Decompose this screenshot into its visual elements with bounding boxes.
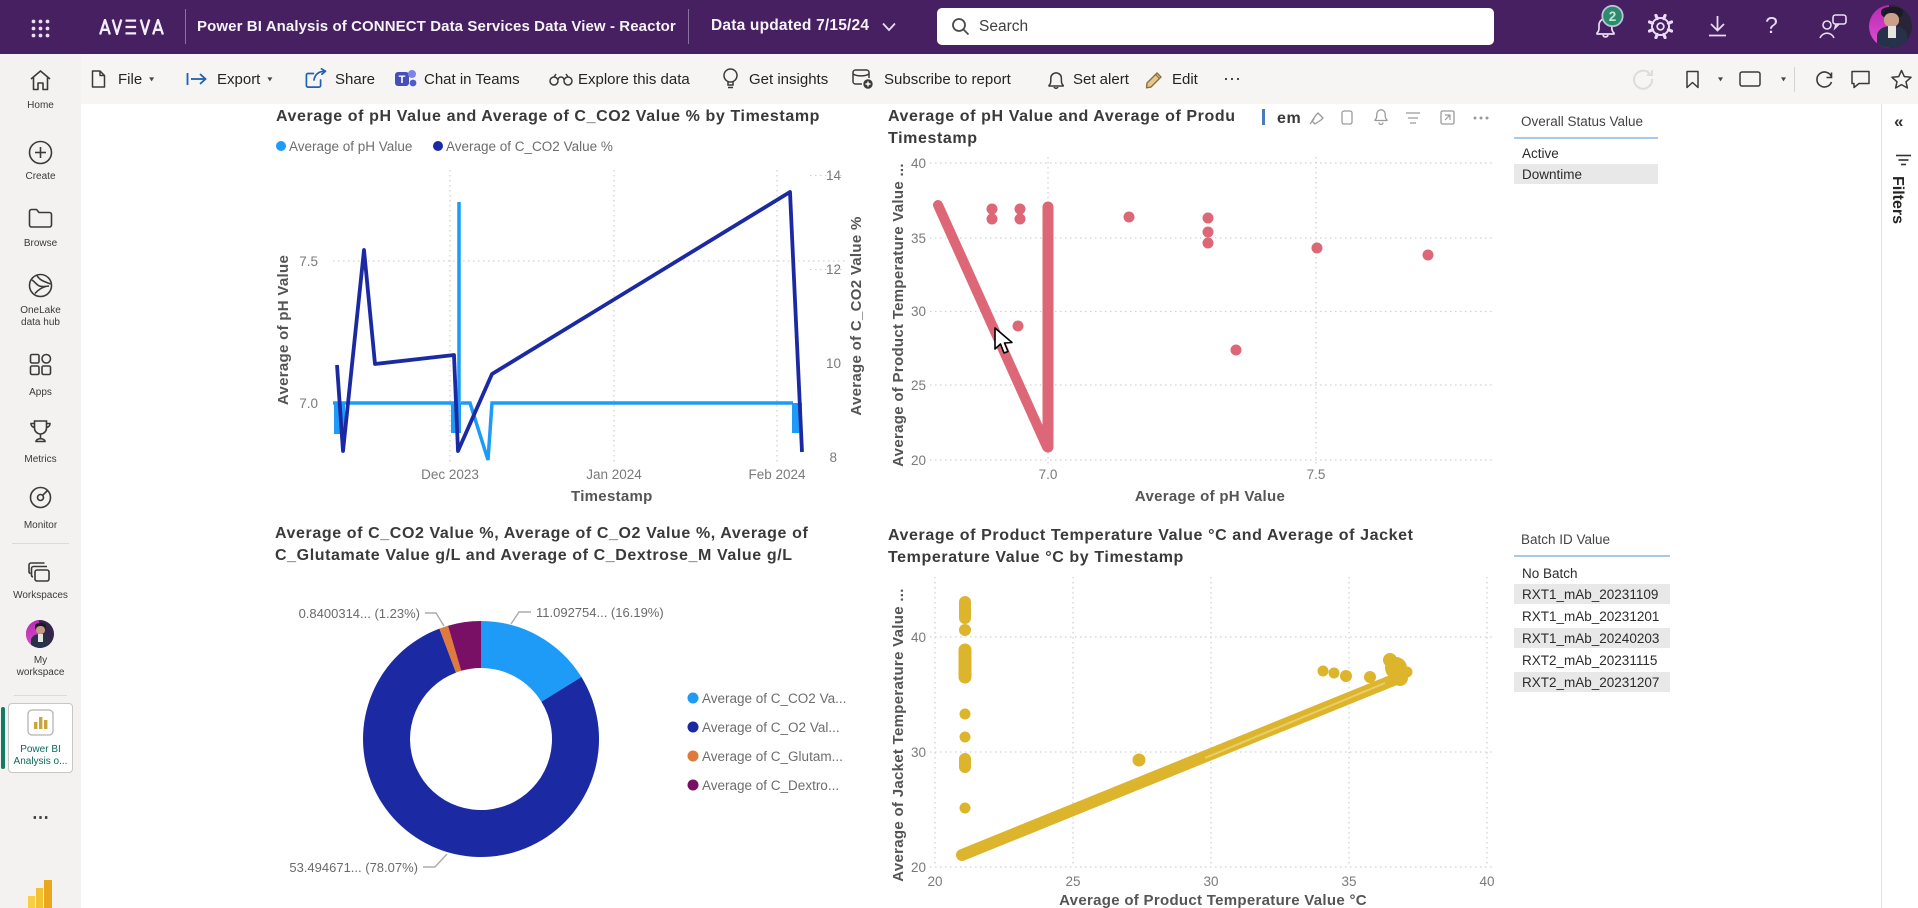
svg-text:12: 12 xyxy=(826,262,841,277)
svg-text:40: 40 xyxy=(911,630,926,645)
svg-text:Timestamp: Timestamp xyxy=(888,130,978,147)
svg-text:Average of C_CO2 Value %: Average of C_CO2 Value % xyxy=(446,139,613,154)
svg-text:40: 40 xyxy=(1479,874,1494,889)
svg-text:7.5: 7.5 xyxy=(1307,467,1326,482)
svg-text:53.494671... (78.07%): 53.494671... (78.07%) xyxy=(289,860,418,875)
svg-text:T: T xyxy=(399,74,406,86)
svg-text:Average of C_Glutam...: Average of C_Glutam... xyxy=(702,749,843,764)
svg-text:Average of pH Value: Average of pH Value xyxy=(289,139,412,154)
svg-text:40: 40 xyxy=(911,156,926,171)
svg-text:Average of Product Temperature: Average of Product Temperature Value °C … xyxy=(888,527,1414,544)
svg-text:C_Glutamate Value g/L and Aver: C_Glutamate Value g/L and Average of C_D… xyxy=(275,547,793,564)
svg-text:Timestamp: Timestamp xyxy=(571,488,653,505)
svg-text:25: 25 xyxy=(1065,874,1080,889)
svg-text:Average of C_CO2 Va...: Average of C_CO2 Va... xyxy=(702,691,846,706)
svg-text:em: em xyxy=(1277,110,1301,127)
svg-text:Feb 2024: Feb 2024 xyxy=(748,467,806,482)
svg-text:Average of pH Value and Averag: Average of pH Value and Average of C_CO2… xyxy=(276,108,820,125)
svg-text:Jan 2024: Jan 2024 xyxy=(586,467,642,482)
svg-text:14: 14 xyxy=(826,168,842,183)
svg-text:Average of C_CO2 Value %: Average of C_CO2 Value % xyxy=(848,216,865,415)
svg-text:Average of pH Value and Averag: Average of pH Value and Average of Produ xyxy=(888,108,1236,125)
svg-text:30: 30 xyxy=(911,304,926,319)
svg-text:35: 35 xyxy=(911,231,926,246)
svg-text:10: 10 xyxy=(826,356,841,371)
svg-text:Average of C_CO2 Value %, Aver: Average of C_CO2 Value %, Average of C_O… xyxy=(275,525,808,542)
svg-text:7.5: 7.5 xyxy=(299,254,318,269)
svg-text:0.8400314... (1.23%): 0.8400314... (1.23%) xyxy=(299,606,420,621)
svg-text:7.0: 7.0 xyxy=(299,396,318,411)
svg-text:8: 8 xyxy=(829,450,837,465)
svg-text:25: 25 xyxy=(911,378,926,393)
svg-text:30: 30 xyxy=(1203,874,1218,889)
svg-text:11.092754... (16.19%): 11.092754... (16.19%) xyxy=(536,605,664,620)
svg-text:Dec 2023: Dec 2023 xyxy=(421,467,479,482)
svg-text:7.0: 7.0 xyxy=(1039,467,1058,482)
svg-text:2: 2 xyxy=(1609,9,1617,24)
svg-text:Average of C_Dextro...: Average of C_Dextro... xyxy=(702,778,839,793)
svg-text:30: 30 xyxy=(911,745,926,760)
svg-text:Temperature Value °C by Timest: Temperature Value °C by Timestamp xyxy=(888,549,1184,566)
svg-text:Average of Jacket Temperature: Average of Jacket Temperature Value ... xyxy=(890,588,907,882)
svg-text:Average of C_O2 Val...: Average of C_O2 Val... xyxy=(702,720,840,735)
svg-text:20: 20 xyxy=(911,453,926,468)
svg-text:35: 35 xyxy=(1341,874,1356,889)
svg-text:Average of Product Temperature: Average of Product Temperature Value °C xyxy=(1059,892,1367,908)
svg-text:20: 20 xyxy=(927,874,942,889)
svg-text:Average of pH Value: Average of pH Value xyxy=(275,255,292,405)
svg-text:20: 20 xyxy=(911,860,926,875)
svg-text:Average of pH Value: Average of pH Value xyxy=(1135,488,1285,505)
svg-text:Average of Product Temperature: Average of Product Temperature Value ... xyxy=(890,163,907,467)
